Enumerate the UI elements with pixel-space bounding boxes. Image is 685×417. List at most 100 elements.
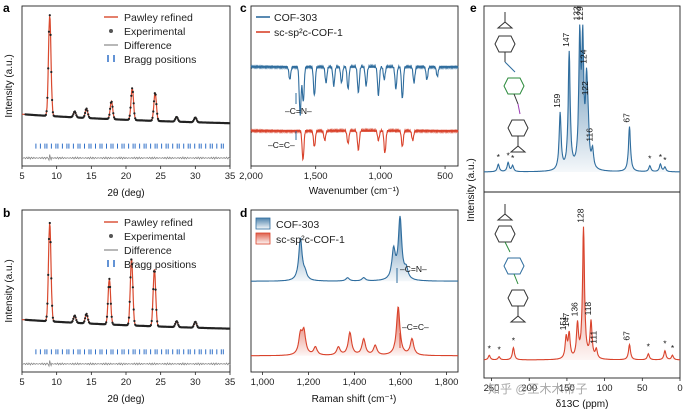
a-experimental-point bbox=[84, 111, 87, 115]
b-experimental-point bbox=[71, 320, 74, 323]
b-experimental-point bbox=[153, 270, 156, 273]
a-experimental-point bbox=[127, 117, 131, 120]
a-experimental-point bbox=[151, 116, 154, 119]
y-axis-label-e: Intensity (a.u.) bbox=[466, 158, 477, 221]
x-ticks-d: 1,000 1,200 1,400 1,600 1,800 bbox=[251, 372, 458, 388]
a-experimental-point bbox=[129, 106, 132, 109]
a-tick-label-1: 10 bbox=[51, 171, 62, 182]
raman-plot-d bbox=[251, 215, 458, 357]
e-peak-label-0-5: 122 bbox=[580, 81, 590, 95]
watermark: 知乎 @王木木帝子 bbox=[488, 381, 588, 396]
b-experimental-point bbox=[44, 319, 48, 322]
e-peak-label-1-4: 118 bbox=[583, 302, 593, 316]
b-tick-label-3: 20 bbox=[121, 377, 132, 388]
b-experimental-point bbox=[156, 320, 159, 323]
panel-label-b: b bbox=[3, 206, 10, 220]
b-tick-label-4: 25 bbox=[155, 377, 166, 388]
b-experimental-point bbox=[194, 320, 197, 323]
x-axis-label-e: δ13C (ppm) bbox=[556, 399, 609, 410]
b-experimental-point bbox=[75, 319, 78, 322]
annotation-c-cn: –C=N– bbox=[285, 106, 312, 116]
panel-d: d 1,000 1,200 1,400 1,600 1,800 Raman shift … bbox=[240, 206, 459, 405]
annotation-d-cn: –C=N– bbox=[400, 264, 427, 274]
e-sideband-star-1-3: * bbox=[647, 342, 651, 352]
a-experimental-point bbox=[130, 94, 133, 97]
a-experimental-point bbox=[228, 122, 231, 125]
b-experimental-point bbox=[85, 312, 88, 315]
b-experimental-point bbox=[50, 277, 53, 280]
b-experimental-point bbox=[48, 221, 51, 225]
legend-c-cof303-label: COF-303 bbox=[274, 12, 317, 24]
c-series-1-line bbox=[250, 127, 459, 162]
e-peak-label-0-2: 133 bbox=[572, 6, 582, 20]
e-peak-label-1-5: 111 bbox=[588, 331, 598, 344]
legend-d-sc-swatch bbox=[255, 232, 271, 245]
legend-b-experimental-label: Experimental bbox=[124, 231, 185, 243]
y-axis-label-a: Intensity (a.u.) bbox=[4, 54, 15, 117]
panel-b: b 5 10 15 20 25 30 35 2θ (deg) Intensity (a.u.… bbox=[3, 206, 235, 405]
e-sideband-star-0-5: * bbox=[663, 155, 667, 165]
e-peak-label-0-6: 116 bbox=[585, 128, 595, 142]
b-experimental-point bbox=[108, 277, 111, 280]
b-experimental-point bbox=[127, 316, 131, 319]
b-tick-label-5: 30 bbox=[190, 377, 201, 388]
c-tick-label-0: 2,000 bbox=[239, 171, 263, 182]
legend-d-sc-label: sc-sp²c-COF-1 bbox=[276, 234, 345, 246]
legend-b-experimental-swatch bbox=[109, 234, 113, 238]
structure-cof303-icon bbox=[494, 12, 529, 153]
a-experimental-point bbox=[49, 33, 52, 37]
y-axis-label-b: Intensity (a.u.) bbox=[4, 259, 15, 322]
b-experimental-point bbox=[149, 324, 152, 327]
a-experimental-point bbox=[74, 111, 77, 115]
b-experimental-point bbox=[228, 327, 231, 330]
e-sideband-star-0-0: * bbox=[497, 152, 501, 162]
e-peak-label-1-2: 136 bbox=[570, 302, 580, 316]
b-experimental-point bbox=[176, 321, 179, 324]
e-peak-label-0-1: 147 bbox=[561, 32, 571, 46]
pxrd-plot-b bbox=[21, 221, 231, 368]
a-experimental-point bbox=[152, 110, 155, 113]
a-difference-line bbox=[21, 154, 231, 162]
b-experimental-point bbox=[83, 320, 86, 323]
structure-sc-cof-icon bbox=[494, 204, 529, 323]
a-experimental-point bbox=[128, 114, 131, 117]
d-series-1-line bbox=[251, 306, 458, 357]
a-tick-label-4: 25 bbox=[155, 171, 166, 182]
legend-b: Pawley refined Experimental Difference B… bbox=[104, 217, 196, 271]
legend-c-sc-label: sc-sp²c-COF-1 bbox=[274, 27, 343, 39]
e-peak-label-0-3: 129 bbox=[575, 6, 585, 20]
b-experimental-point bbox=[109, 302, 112, 305]
a-experimental-point bbox=[47, 30, 51, 33]
e-tick-label-5: 0 bbox=[677, 383, 682, 394]
a-experimental-point bbox=[154, 93, 157, 96]
a-experimental-point bbox=[133, 112, 136, 115]
d-series-1-fill bbox=[251, 307, 458, 356]
axes-frame-c bbox=[250, 5, 459, 167]
b-experimental-point bbox=[155, 308, 158, 311]
b-experimental-point bbox=[72, 317, 75, 320]
a-tick-label-2: 15 bbox=[86, 171, 97, 182]
e-peak-label-1-0: 151 bbox=[558, 316, 568, 330]
b-experimental-point bbox=[84, 317, 87, 320]
e-peak-label-1-6: 67 bbox=[622, 331, 632, 341]
a-experimental-point bbox=[86, 109, 89, 112]
b-experimental-point bbox=[87, 318, 90, 321]
b-difference-line bbox=[21, 360, 231, 368]
e-peak-label-0-0: 159 bbox=[552, 93, 562, 107]
b-experimental-point bbox=[129, 276, 132, 279]
legend-d-cof303-label: COF-303 bbox=[276, 219, 319, 231]
e-sideband-star-1-1: * bbox=[497, 345, 501, 355]
legend-bragg-label: Bragg positions bbox=[124, 54, 196, 66]
b-experimental-point bbox=[51, 316, 55, 319]
panel-label-d: d bbox=[240, 206, 247, 220]
b-experimental-point bbox=[195, 322, 198, 325]
b-experimental-point bbox=[46, 302, 49, 305]
e-series-0-line bbox=[484, 24, 680, 173]
a-experimental-point bbox=[152, 100, 156, 103]
x-axis-label-c: Wavenumber (cm⁻¹) bbox=[309, 186, 399, 197]
b-experimental-point bbox=[105, 321, 108, 324]
b-experimental-point bbox=[49, 241, 52, 244]
a-experimental-point bbox=[156, 112, 159, 115]
